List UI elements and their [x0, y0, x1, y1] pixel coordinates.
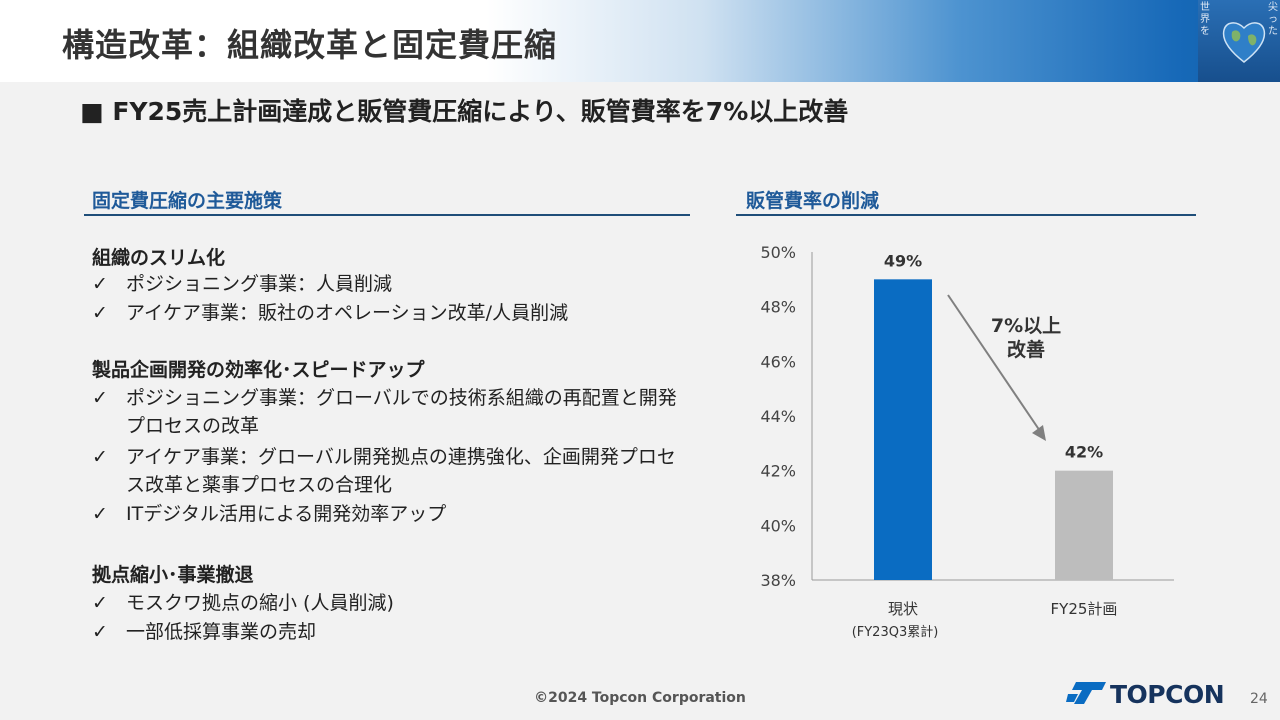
bar	[874, 279, 932, 580]
bar	[1055, 470, 1113, 580]
page-number: 24	[1250, 691, 1268, 707]
check-icon: ✓	[92, 621, 108, 643]
topcon-logo-icon	[1066, 682, 1106, 704]
list-item: ✓ ポジショニング事業：人員削減	[92, 270, 686, 298]
headline: ■ FY25売上計画達成と販管費圧縮により、販管費率を7%以上改善	[80, 97, 849, 126]
y-tick-label: 46%	[760, 352, 796, 371]
list-item: ✓ モスクワ拠点の縮小 (人員削減)	[92, 589, 686, 617]
annotation-arrow-line	[947, 294, 1043, 435]
annotation-arrow-head	[1032, 425, 1046, 441]
x-tick-label: 現状	[888, 600, 918, 618]
check-icon: ✓	[92, 387, 108, 409]
left-section-title: 固定費圧縮の主要施策	[92, 190, 283, 212]
check-icon: ✓	[92, 503, 108, 525]
y-tick-label: 38%	[760, 571, 796, 590]
group-title-dev: 製品企画開発の効率化･スピードアップ	[92, 359, 425, 381]
vertical-text-1: 尖った	[1268, 2, 1278, 37]
list-item: ✓ アイケア事業：グローバル開発拠点の連携強化、企画開発プロセス改革と薬事プロセス…	[92, 443, 686, 499]
topcon-logo: TOPCON	[1066, 680, 1226, 709]
topcon-logo-text: TOPCON	[1110, 680, 1225, 709]
data-label: 42%	[1065, 443, 1103, 462]
y-tick-label: 40%	[760, 516, 796, 535]
right-section-title: 販管費率の削減	[746, 190, 880, 212]
header-banner: 構造改革：組織改革と固定費圧縮 尖った 世界を	[0, 0, 1280, 82]
globe-icon	[1222, 22, 1266, 63]
group-title-slim: 組織のスリム化	[92, 247, 226, 269]
x-tick-sublabel: (FY23Q3累計)	[852, 624, 939, 640]
y-tick-label: 48%	[760, 298, 796, 317]
check-icon: ✓	[92, 273, 108, 295]
y-tick-label: 42%	[760, 462, 796, 481]
page-title: 構造改革：組織改革と固定費圧縮	[62, 26, 558, 64]
y-tick-label: 50%	[760, 243, 796, 262]
list-item: ✓ 一部低採算事業の売却	[92, 618, 686, 646]
annotation-text: 7%以上	[991, 315, 1061, 337]
check-icon: ✓	[92, 446, 108, 468]
x-tick-label: FY25計画	[1051, 600, 1118, 618]
copyright: ©2024 Topcon Corporation	[534, 690, 746, 706]
sga-ratio-chart: 38% 40% 42% 44% 46% 48% 50% 49% 現状 (FY23Q3累計) 42% F…	[760, 243, 1174, 640]
check-icon: ✓	[92, 592, 108, 614]
list-item: ✓ ITデジタル活用による開発効率アップ	[92, 500, 686, 528]
vertical-text-2: 世界を	[1200, 2, 1210, 37]
y-tick-label: 44%	[760, 407, 796, 426]
list-item: ✓ アイケア事業：販社のオペレーション改革/人員削減	[92, 299, 686, 327]
annotation-text: 改善	[1007, 338, 1045, 361]
check-icon: ✓	[92, 302, 108, 324]
right-section-rule	[736, 214, 1196, 216]
globe-logo: 尖った 世界を	[1198, 0, 1280, 82]
group-title-exit: 拠点縮小･事業撤退	[92, 564, 254, 586]
left-section-rule	[84, 214, 690, 216]
data-label: 49%	[884, 251, 922, 270]
list-item: ✓ ポジショニング事業：グローバルでの技術系組織の再配置と開発プロセスの改革	[92, 384, 686, 440]
